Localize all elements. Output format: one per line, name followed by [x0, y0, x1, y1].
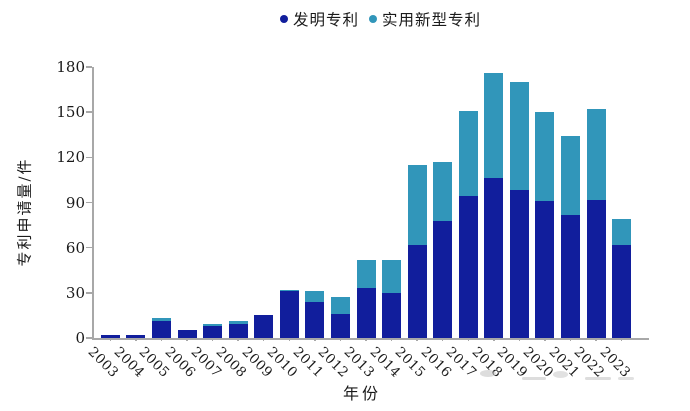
bar-2015-invention: [407, 244, 427, 338]
bar-2010-invention: [279, 291, 299, 338]
bar-2018-invention: [484, 178, 504, 338]
x-tick-mark-2011: [314, 338, 316, 341]
x-tick-mark-2012: [339, 338, 342, 341]
x-tick-mark-2006: [186, 338, 188, 341]
bar-2022-utility: [586, 109, 606, 200]
x-tick-mark-2021: [569, 338, 572, 341]
bar-2003-invention: [100, 335, 120, 338]
bar-2017-invention: [458, 196, 478, 338]
y-tick-label-30: 30: [65, 283, 85, 302]
bar-2021-utility: [561, 136, 581, 215]
bar-2018-utility: [484, 73, 504, 179]
x-tick-mark-2017: [467, 338, 470, 341]
faint-watermark-smudge: [480, 370, 496, 377]
bar-2014-utility: [382, 259, 402, 293]
x-tick-mark-2007: [211, 338, 214, 341]
bar-2019-invention: [509, 190, 529, 338]
faint-watermark-smudge: [585, 377, 611, 380]
legend-item-invention: 发明专利: [280, 8, 359, 30]
y-axis-title: 专利申请量/件: [15, 157, 34, 267]
bar-2008-utility: [228, 321, 248, 325]
legend-label-utility: 实用新型专利: [382, 11, 482, 29]
bar-2005-utility: [151, 318, 171, 322]
y-tick-label-90: 90: [65, 193, 85, 212]
plot-area: 0 30 60 90 120 150 180 2003 2004 2005 2006 2007 2008…: [56, 58, 649, 381]
chart-legend: 发明专利 实用新型专利: [280, 8, 481, 30]
y-tick-label-0: 0: [75, 329, 85, 347]
bar-2016-invention: [433, 220, 453, 338]
bar-2021-invention: [561, 214, 581, 338]
x-tick-mark-2019: [518, 338, 521, 341]
bar-2020-utility: [535, 112, 555, 201]
bar-2011-invention: [305, 301, 325, 338]
bar-2019-utility: [509, 82, 529, 191]
legend-item-utility: 实用新型专利: [369, 8, 481, 30]
x-tick-mark-2016: [441, 338, 444, 341]
invention-patent-legend-dot-icon: [280, 15, 288, 23]
x-tick-mark-2023: [620, 338, 623, 341]
y-tick-mark-150: [86, 111, 92, 113]
x-tick-mark-2010: [288, 338, 291, 341]
bar-2013-utility: [356, 259, 376, 289]
y-tick-label-180: 180: [56, 58, 85, 76]
bar-2009-invention: [254, 315, 274, 338]
bar-2007-invention: [203, 325, 223, 338]
bar-2011-utility: [305, 291, 325, 302]
x-tick-mark-2018: [493, 338, 495, 341]
bar-2016-utility: [433, 161, 453, 221]
bar-2012-utility: [330, 297, 350, 314]
bar-2008-invention: [228, 324, 248, 338]
x-tick-mark-2009: [262, 338, 265, 341]
bar-2017-utility: [458, 110, 478, 197]
x-tick-mark-2013: [365, 338, 367, 341]
y-tick-mark-0: [86, 337, 92, 339]
x-tick-mark-2003: [109, 338, 112, 341]
bar-2010-utility: [279, 289, 299, 292]
bar-2015-utility: [407, 164, 427, 245]
faint-watermark-smudge: [618, 377, 634, 380]
bar-2014-invention: [382, 292, 402, 338]
x-tick-mark-2004: [135, 338, 137, 341]
legend-label-invention: 发明专利: [293, 11, 360, 29]
y-tick-mark-180: [86, 66, 92, 68]
utility-model-patent-legend-dot-icon: [369, 15, 378, 23]
y-tick-label-150: 150: [56, 103, 85, 122]
y-tick-label-120: 120: [56, 148, 85, 167]
x-axis-title: 年份: [342, 384, 382, 403]
faint-watermark-smudge: [522, 377, 546, 380]
bar-2022-invention: [586, 199, 606, 338]
y-tick-mark-120: [86, 156, 92, 159]
x-tick-mark-2005: [160, 338, 163, 341]
x-tick-mark-2015: [416, 338, 418, 341]
bar-2005-invention: [151, 321, 171, 338]
y-tick-mark-30: [86, 292, 92, 294]
x-axis-spine: [92, 338, 649, 340]
bar-2023-invention: [612, 244, 632, 338]
x-tick-mark-2008: [237, 338, 239, 341]
bar-2013-invention: [356, 288, 376, 338]
x-tick-mark-2020: [544, 338, 546, 341]
bar-2006-invention: [177, 330, 197, 338]
x-tick-mark-2022: [595, 338, 597, 341]
bar-2023-utility: [612, 219, 632, 245]
bar-2020-invention: [535, 201, 555, 338]
x-tick-mark-2014: [390, 338, 393, 341]
y-tick-mark-60: [86, 246, 92, 249]
bar-2012-invention: [330, 313, 350, 338]
bar-2004-invention: [126, 335, 146, 338]
y-axis-spine: [92, 67, 94, 340]
bar-2007-utility: [203, 324, 223, 326]
y-tick-mark-90: [86, 201, 92, 204]
y-tick-label-60: 60: [65, 238, 85, 257]
faint-watermark-smudge: [553, 371, 568, 378]
